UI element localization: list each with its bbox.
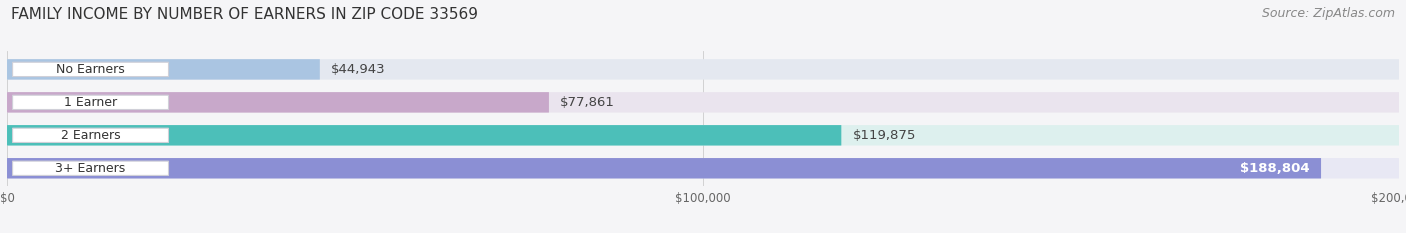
FancyBboxPatch shape xyxy=(7,158,1322,178)
Text: $119,875: $119,875 xyxy=(852,129,915,142)
Text: 3+ Earners: 3+ Earners xyxy=(55,162,125,175)
Text: $44,943: $44,943 xyxy=(330,63,385,76)
Text: $77,861: $77,861 xyxy=(560,96,614,109)
FancyBboxPatch shape xyxy=(7,125,1399,146)
Text: 2 Earners: 2 Earners xyxy=(60,129,121,142)
Text: $188,804: $188,804 xyxy=(1240,162,1310,175)
FancyBboxPatch shape xyxy=(7,92,1399,113)
FancyBboxPatch shape xyxy=(7,92,548,113)
Text: No Earners: No Earners xyxy=(56,63,125,76)
FancyBboxPatch shape xyxy=(7,125,841,146)
FancyBboxPatch shape xyxy=(13,62,169,77)
FancyBboxPatch shape xyxy=(7,59,1399,80)
FancyBboxPatch shape xyxy=(13,161,169,175)
FancyBboxPatch shape xyxy=(13,128,169,142)
Text: FAMILY INCOME BY NUMBER OF EARNERS IN ZIP CODE 33569: FAMILY INCOME BY NUMBER OF EARNERS IN ZI… xyxy=(11,7,478,22)
FancyBboxPatch shape xyxy=(13,95,169,110)
Text: 1 Earner: 1 Earner xyxy=(65,96,117,109)
FancyBboxPatch shape xyxy=(7,158,1399,178)
FancyBboxPatch shape xyxy=(7,59,319,80)
Text: Source: ZipAtlas.com: Source: ZipAtlas.com xyxy=(1261,7,1395,20)
